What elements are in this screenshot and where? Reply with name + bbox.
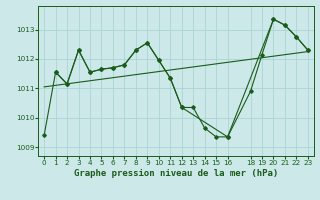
X-axis label: Graphe pression niveau de la mer (hPa): Graphe pression niveau de la mer (hPa) [74, 169, 278, 178]
